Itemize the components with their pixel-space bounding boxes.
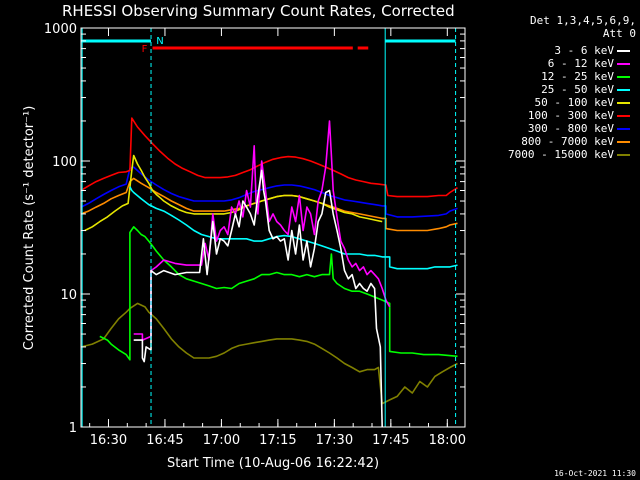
legend-entry: 6 - 12 keV <box>486 57 632 70</box>
legend-swatch <box>617 115 630 117</box>
x-tick-label: 16:30 <box>90 433 127 448</box>
x-tick-label: 17:45 <box>372 433 409 448</box>
legend-entry: 300 - 800 keV <box>486 122 632 135</box>
legend-swatch <box>617 128 630 130</box>
series-line <box>81 177 458 232</box>
y-axis-label: Corrected Count Rate (s⁻¹ detector⁻¹) <box>22 106 37 351</box>
legend-label: 3 - 6 keV <box>554 44 614 57</box>
x-tick-label: 16:45 <box>146 433 183 448</box>
generation-timestamp: 16-Oct-2021 11:30 <box>554 469 636 478</box>
x-tick-label: 17:15 <box>259 433 296 448</box>
y-tick-label: 1 <box>69 421 77 436</box>
legend-label: 300 - 800 keV <box>527 122 614 135</box>
series-line <box>99 226 458 361</box>
series-line <box>129 186 458 270</box>
legend-label: 6 - 12 keV <box>547 57 614 70</box>
x-tick-label: 17:00 <box>203 433 240 448</box>
plot-frame <box>80 27 466 428</box>
legend-label: 12 - 25 keV <box>541 70 614 83</box>
legend-swatch <box>617 50 630 52</box>
y-tick-label: 1000 <box>44 22 77 37</box>
legend-entry: 50 - 100 keV <box>486 96 632 109</box>
legend-entry: 800 - 7000 keV <box>486 135 632 148</box>
legend-entry: 3 - 6 keV <box>486 44 632 57</box>
legend-swatch <box>617 89 630 91</box>
series-line <box>81 302 458 405</box>
x-axis-label: Start Time (10-Aug-06 16:22:42) <box>167 456 379 471</box>
legend-label: 7000 - 15000 keV <box>508 148 614 161</box>
legend-entry: 100 - 300 keV <box>486 109 632 122</box>
legend-swatch <box>617 63 630 65</box>
legend-label: 25 - 50 keV <box>541 83 614 96</box>
legend-entry: 25 - 50 keV <box>486 83 632 96</box>
x-tick-label: 17:30 <box>316 433 353 448</box>
legend-swatch <box>617 76 630 78</box>
legend-entry: 12 - 25 keV <box>486 70 632 83</box>
y-tick-label: 10 <box>60 288 77 303</box>
legend-detectors: Det 1,3,4,5,6,9, <box>530 14 636 27</box>
series-line <box>81 117 458 198</box>
series-line <box>81 166 458 218</box>
legend-swatch <box>617 102 630 104</box>
y-tick-label: 100 <box>52 155 77 170</box>
series-line <box>133 120 391 341</box>
legend-label: 50 - 100 keV <box>534 96 614 109</box>
x-tick-label: 18:00 <box>429 433 466 448</box>
legend-label: 100 - 300 keV <box>527 109 614 122</box>
legend-label: 800 - 7000 keV <box>521 135 614 148</box>
flag-label-f: F <box>142 44 148 55</box>
legend-swatch <box>617 154 630 156</box>
legend-swatch <box>617 141 630 143</box>
legend-attenuator: Att 0 <box>602 27 636 40</box>
legend-entry: 7000 - 15000 keV <box>486 148 632 161</box>
series-line <box>133 169 383 427</box>
chart-title: RHESSI Observing Summary Count Rates, Co… <box>62 2 455 20</box>
flag-label-n: N <box>156 36 163 47</box>
